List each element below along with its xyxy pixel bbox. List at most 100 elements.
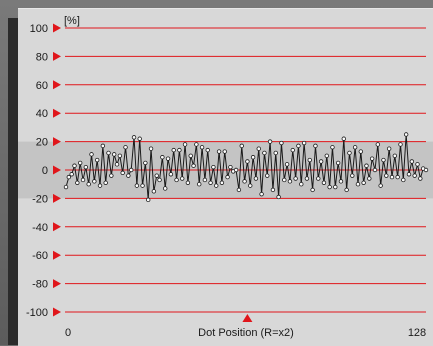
data-point <box>352 145 358 150</box>
data-point <box>253 176 259 181</box>
data-point <box>72 163 77 168</box>
data-point <box>199 145 205 150</box>
data-point <box>250 155 256 160</box>
data-point <box>165 156 171 161</box>
y-tick-label: 0 <box>42 165 48 177</box>
data-point <box>350 173 355 178</box>
data-point <box>143 160 148 166</box>
data-point <box>188 153 193 158</box>
data-point <box>75 180 80 185</box>
y-tick-label: -100 <box>26 307 48 319</box>
y-tick-label: -60 <box>32 250 48 262</box>
data-point <box>208 180 213 185</box>
data-point <box>202 177 208 183</box>
data-point <box>205 147 210 153</box>
data-point <box>381 157 386 163</box>
data-point <box>375 142 381 147</box>
data-point <box>168 172 174 177</box>
data-point <box>341 136 346 141</box>
data-point <box>267 139 273 144</box>
data-point <box>384 173 389 178</box>
data-point <box>131 135 137 140</box>
data-point <box>296 143 301 149</box>
data-point <box>239 143 244 149</box>
y-tick-label: -40 <box>32 222 48 234</box>
data-point <box>89 152 94 157</box>
grid-lines <box>53 23 426 317</box>
tick-arrow-icon <box>53 23 61 33</box>
x-axis-label: Dot Position (R=x2) <box>198 327 294 339</box>
data-point <box>338 179 344 184</box>
data-point <box>259 191 264 197</box>
data-point <box>145 197 151 203</box>
data-point <box>335 160 341 166</box>
data-point <box>310 187 315 193</box>
data-point <box>327 184 332 190</box>
data-point <box>66 174 72 180</box>
data-point <box>398 142 403 147</box>
data-point <box>86 181 91 187</box>
series-points <box>63 132 429 203</box>
data-point <box>182 142 188 147</box>
series-line <box>65 134 427 200</box>
data-point <box>163 186 168 191</box>
data-point <box>347 150 352 156</box>
data-point <box>248 183 253 188</box>
data-point <box>114 162 120 167</box>
tick-arrow-icon <box>53 279 61 289</box>
data-point <box>140 183 145 188</box>
data-point <box>301 140 307 146</box>
data-point <box>406 172 412 177</box>
y-tick-label: 60 <box>36 80 48 92</box>
data-point <box>324 153 329 158</box>
x-axis-start-label: 0 <box>65 327 71 339</box>
data-point <box>330 145 335 150</box>
data-point <box>333 184 338 190</box>
data-point <box>361 180 366 185</box>
data-point <box>386 146 392 151</box>
data-point <box>171 147 176 153</box>
data-point <box>191 163 196 168</box>
data-point <box>154 173 159 178</box>
x-axis-end-label: 128 <box>408 327 426 339</box>
data-point <box>367 176 372 181</box>
y-axis-unit-label: [%] <box>64 15 80 27</box>
data-point <box>233 167 239 173</box>
data-point <box>103 180 108 185</box>
data-point <box>358 149 363 154</box>
y-tick-label: 80 <box>36 51 48 63</box>
data-point <box>372 167 378 173</box>
tick-arrow-icon <box>53 51 61 61</box>
data-point <box>83 164 89 170</box>
data-point <box>262 150 267 156</box>
tick-arrow-icon <box>53 193 61 203</box>
data-point <box>369 156 375 161</box>
data-point <box>276 194 281 200</box>
data-point <box>304 176 310 181</box>
data-point <box>279 140 284 146</box>
data-point <box>211 164 216 170</box>
data-point <box>282 177 287 183</box>
data-point <box>177 147 182 153</box>
data-point <box>265 173 270 178</box>
data-point <box>307 157 312 163</box>
data-point <box>137 136 142 141</box>
data-point <box>194 142 199 147</box>
data-point <box>109 173 114 178</box>
tick-arrow-icon <box>53 307 61 317</box>
data-point <box>148 146 154 151</box>
data-point <box>157 177 162 183</box>
data-point <box>123 145 128 150</box>
chart-svg: 100 80 60 40 20 0 -20 -40 -60 -80 -100 [%] 0 Dot P… <box>18 15 433 339</box>
data-point <box>412 173 417 178</box>
data-point <box>180 176 185 181</box>
tick-arrow-icon <box>53 108 61 118</box>
data-point <box>293 176 298 181</box>
data-point <box>313 143 318 149</box>
data-point <box>69 172 74 177</box>
y-tick-label: 100 <box>30 23 48 35</box>
data-point <box>344 187 349 193</box>
data-point <box>287 179 293 184</box>
data-point <box>80 177 86 183</box>
data-point <box>401 177 406 183</box>
